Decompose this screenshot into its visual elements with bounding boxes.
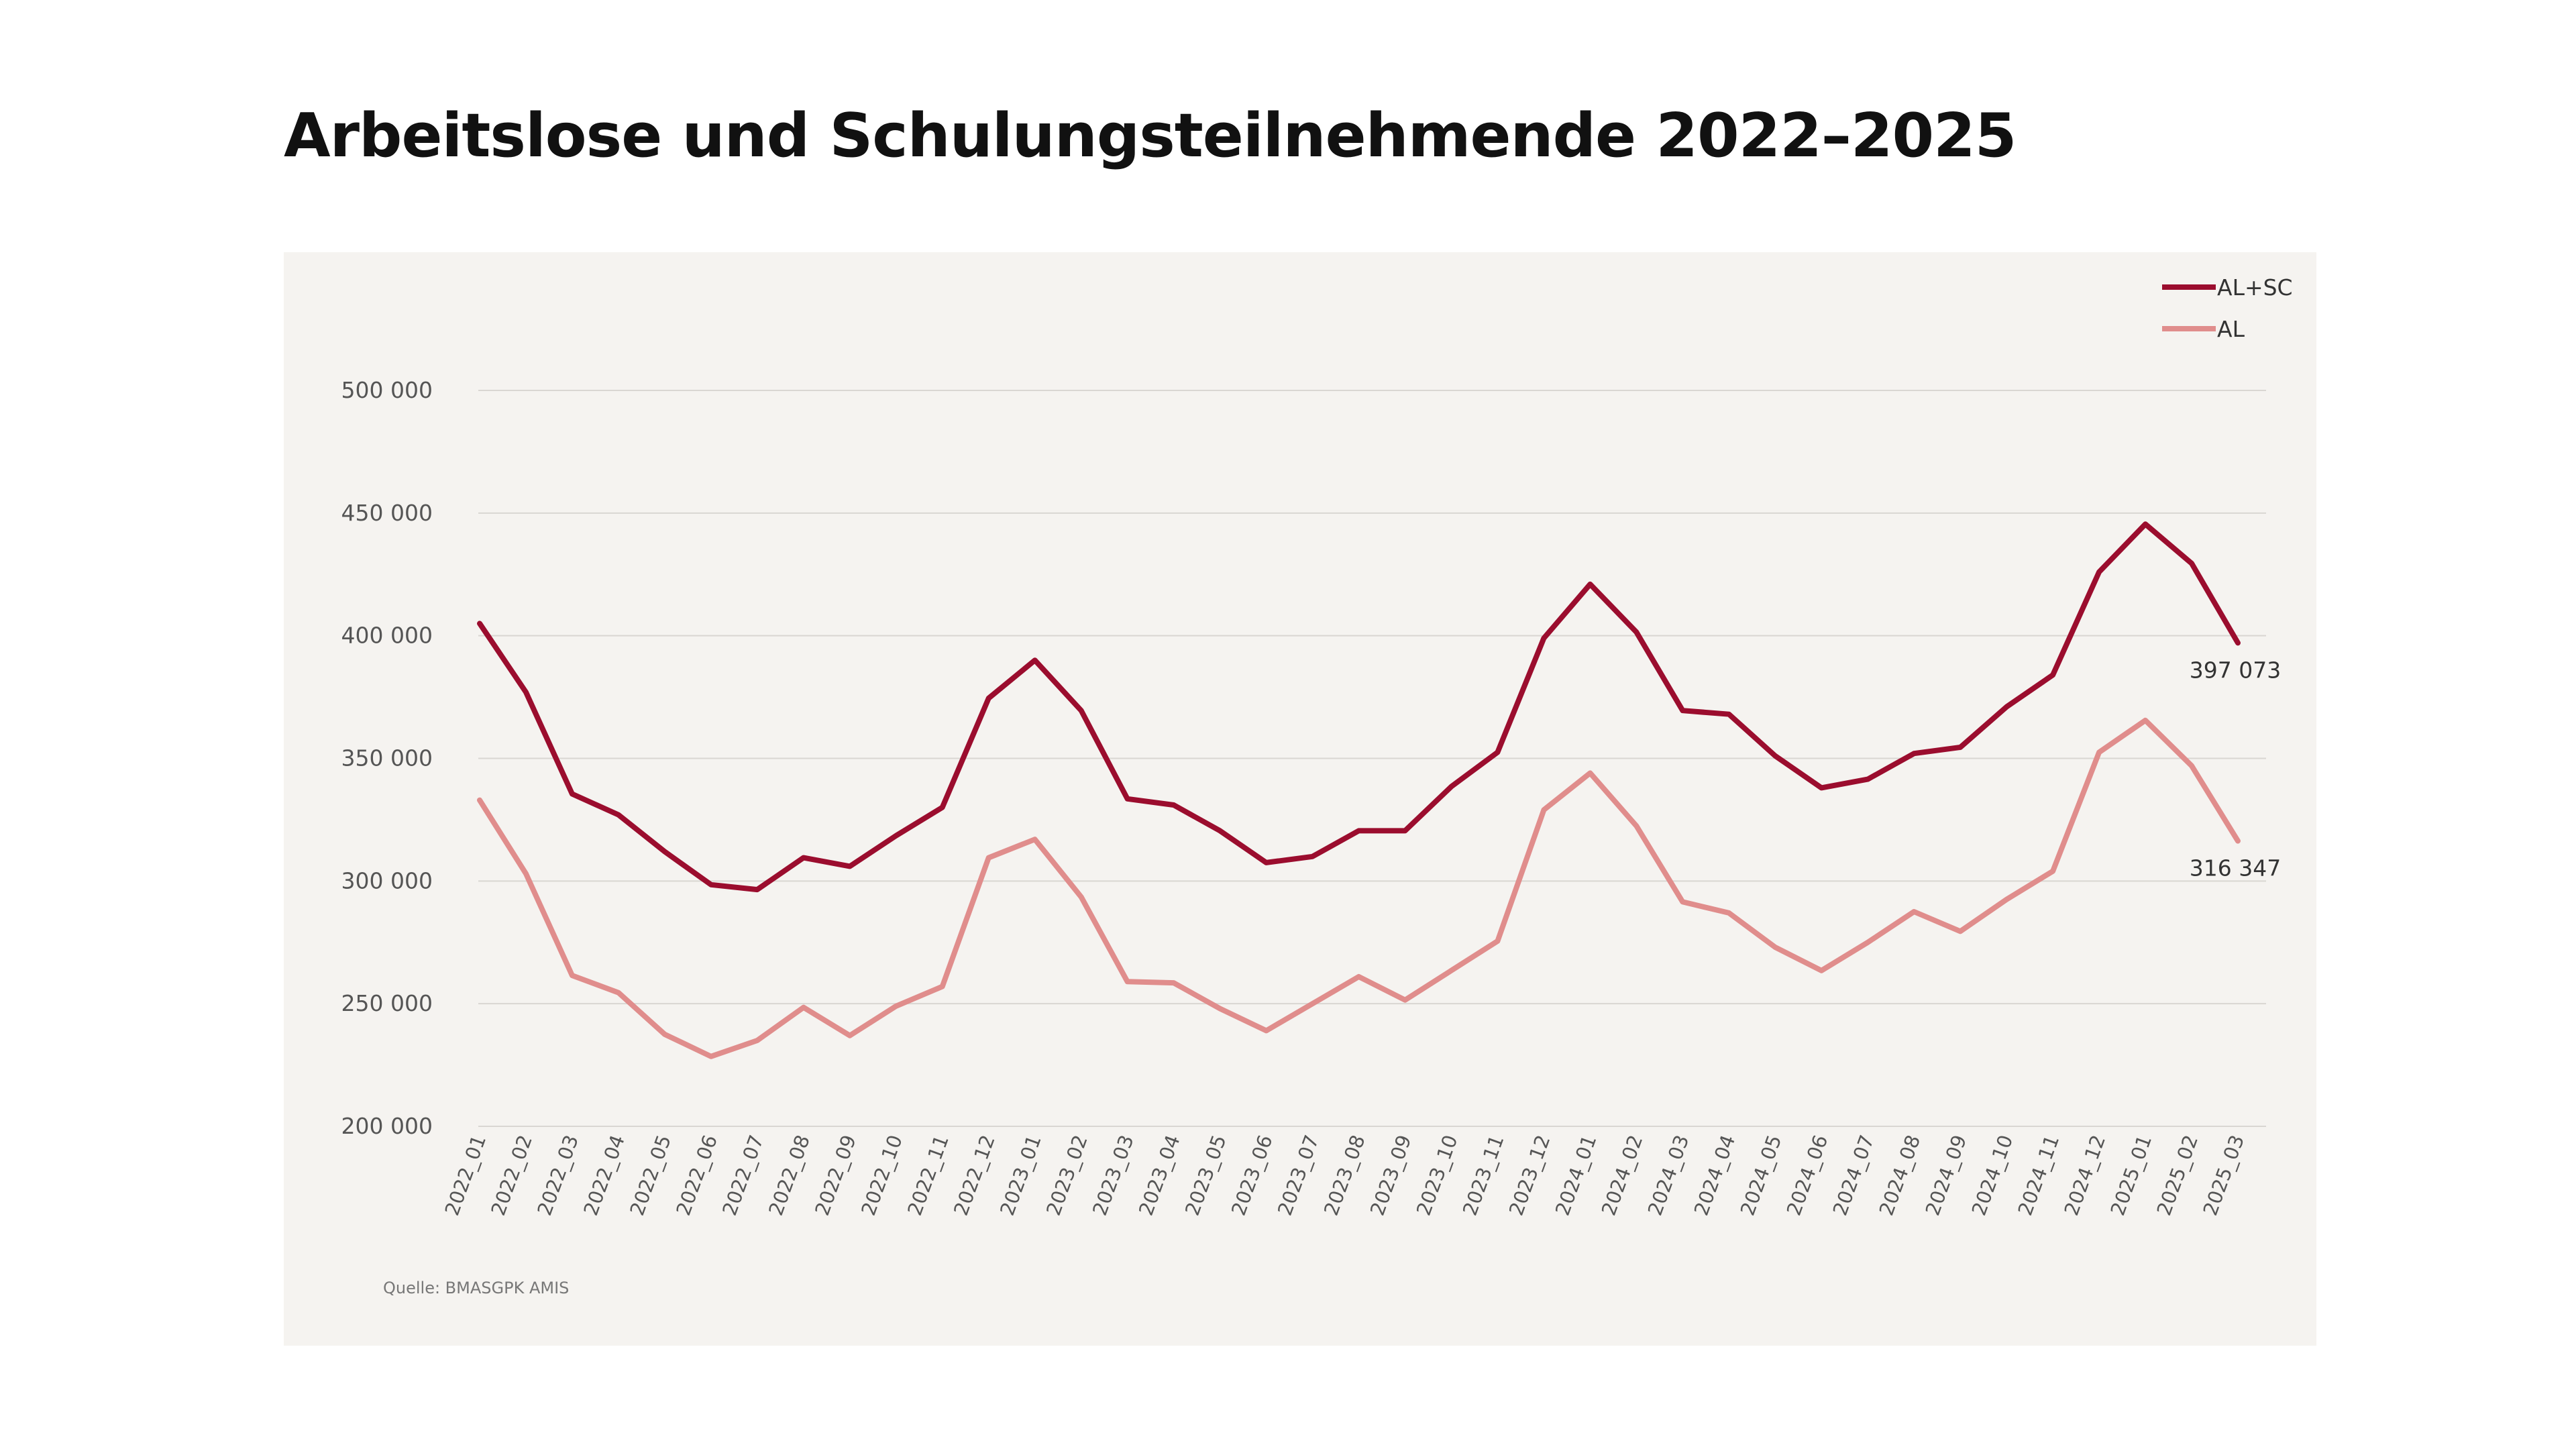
- series-lines: [477, 521, 2241, 1059]
- x-tick-label: 2023_05: [1181, 1132, 1231, 1218]
- x-tick-label: 2022_08: [764, 1132, 814, 1218]
- x-tick-label: 2023_06: [1227, 1132, 1277, 1218]
- x-tick-label: 2024_09: [1921, 1132, 1971, 1218]
- x-tick-label: 2022_10: [857, 1132, 907, 1218]
- x-tick-label: 2024_11: [2013, 1132, 2063, 1218]
- y-tick-label: 200 000: [341, 1113, 433, 1139]
- series-line-al: [477, 717, 2241, 1059]
- x-tick-label: 2022_09: [810, 1132, 861, 1218]
- x-tick-label: 2023_08: [1320, 1132, 1370, 1218]
- x-tick-label: 2024_01: [1551, 1132, 1601, 1218]
- x-tick-label: 2022_12: [949, 1132, 1000, 1218]
- x-tick-label: 2025_01: [2106, 1132, 2156, 1218]
- series-line-al-sc: [477, 521, 2241, 893]
- x-tick-label: 2023_10: [1412, 1132, 1462, 1218]
- page-title: Arbeitslose und Schulungsteilnehmende 20…: [284, 101, 2017, 171]
- x-tick-label: 2022_07: [718, 1132, 768, 1218]
- end-labels: 397 073 316 347: [2190, 657, 2281, 881]
- y-tick-label: 500 000: [341, 377, 433, 403]
- x-tick-label: 2025_02: [2152, 1132, 2202, 1218]
- x-tick-label: 2023_01: [996, 1132, 1046, 1218]
- source-note: Quelle: BMASGPK AMIS: [383, 1279, 569, 1297]
- x-tick-label: 2023_09: [1366, 1132, 1416, 1218]
- x-tick-label: 2023_07: [1273, 1132, 1324, 1218]
- y-tick-label: 250 000: [341, 990, 433, 1016]
- x-tick-label: 2024_07: [1829, 1132, 1879, 1218]
- y-tick-label: 350 000: [341, 745, 433, 771]
- x-tick-label: 2024_10: [1967, 1132, 2017, 1218]
- y-tick-label: 450 000: [341, 500, 433, 526]
- x-tick-label: 2023_02: [1042, 1132, 1092, 1218]
- x-tick-label: 2022_03: [533, 1132, 583, 1218]
- y-axis-ticks: 200 000 250 000 300 000 350 000 400 000 450 0…: [341, 377, 433, 1139]
- x-tick-label: 2024_08: [1875, 1132, 1925, 1218]
- chart-panel: 200 000 250 000 300 000 350 000 400 000 450 0…: [284, 252, 2316, 1346]
- x-tick-label: 2022_04: [579, 1132, 629, 1218]
- y-tick-label: 300 000: [341, 867, 433, 894]
- legend-label: AL+SC: [2217, 274, 2293, 301]
- x-tick-label: 2023_04: [1134, 1132, 1185, 1218]
- x-tick-label: 2022_02: [486, 1132, 537, 1218]
- x-tick-label: 2022_01: [440, 1132, 490, 1218]
- x-tick-label: 2024_12: [2059, 1132, 2110, 1218]
- x-axis-ticks: 2022_012022_022022_032022_042022_052022_…: [440, 1132, 2249, 1218]
- gridlines: [478, 390, 2266, 1127]
- x-tick-label: 2024_03: [1644, 1132, 1694, 1218]
- line-chart: 200 000 250 000 300 000 350 000 400 000 450 0…: [341, 274, 2293, 1297]
- x-tick-label: 2025_03: [2198, 1132, 2249, 1218]
- x-tick-label: 2023_11: [1458, 1132, 1509, 1218]
- x-tick-label: 2022_11: [903, 1132, 953, 1218]
- x-tick-label: 2024_06: [1782, 1132, 1833, 1218]
- end-value-label: 397 073: [2190, 657, 2281, 683]
- x-tick-label: 2024_05: [1736, 1132, 1786, 1218]
- x-tick-label: 2022_06: [672, 1132, 722, 1218]
- legend: AL+SC AL: [2162, 274, 2293, 342]
- end-value-label: 316 347: [2190, 855, 2281, 881]
- x-tick-label: 2024_02: [1597, 1132, 1648, 1218]
- x-tick-label: 2022_05: [625, 1132, 676, 1218]
- x-tick-label: 2023_12: [1505, 1132, 1555, 1218]
- legend-label: AL: [2217, 316, 2245, 342]
- y-tick-label: 400 000: [341, 623, 433, 649]
- x-tick-label: 2023_03: [1088, 1132, 1138, 1218]
- x-tick-label: 2024_04: [1690, 1132, 1740, 1218]
